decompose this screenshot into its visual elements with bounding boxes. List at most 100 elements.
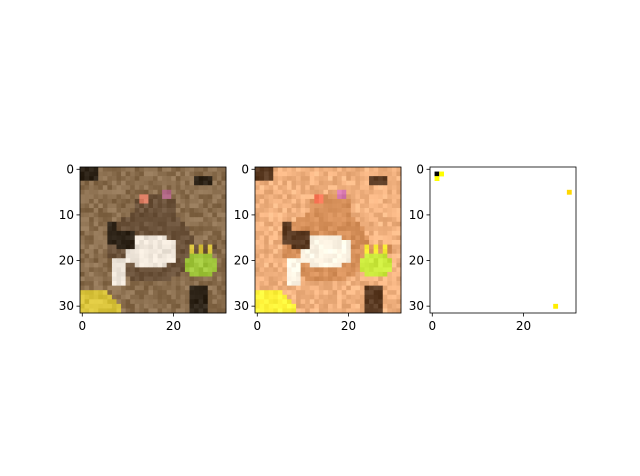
image-pixel: [328, 212, 333, 218]
image-pixel: [259, 281, 265, 286]
image-pixel: [305, 281, 311, 286]
image-pixel: [328, 271, 333, 277]
image-pixel: [194, 221, 199, 227]
image-pixel: [98, 281, 104, 286]
image-pixel: [166, 208, 172, 213]
image-pixel: [346, 198, 352, 204]
image-pixel: [221, 281, 227, 286]
image-pixel: [125, 244, 131, 250]
image-pixel: [350, 230, 356, 236]
image-pixel: [221, 235, 227, 241]
image-pixel: [337, 194, 343, 200]
image-pixel: [382, 294, 388, 300]
image-pixel: [111, 203, 117, 209]
image-pixel: [130, 217, 136, 223]
image-pixel: [332, 276, 338, 282]
image-pixel: [189, 167, 195, 172]
image-pixel: [157, 294, 163, 300]
image-pixel: [396, 235, 402, 241]
image-pixel: [387, 212, 393, 218]
image-pixel: [125, 290, 131, 296]
image-pixel: [84, 258, 90, 264]
image-pixel: [93, 290, 99, 296]
image-pixel: [286, 171, 292, 177]
image-pixel: [286, 258, 292, 264]
image-pixel: [369, 230, 374, 236]
image-pixel: [130, 308, 136, 314]
image-pixel: [80, 276, 85, 282]
image-pixel: [305, 303, 311, 309]
image-pixel: [171, 240, 177, 245]
image-pixel: [175, 267, 181, 273]
image-pixel: [350, 198, 356, 204]
image-pixel: [300, 281, 306, 286]
image-pixel: [369, 212, 374, 218]
image-pixel: [189, 235, 195, 241]
image-pixel: [337, 299, 343, 305]
image-pixel: [382, 180, 388, 186]
image-pixel: [107, 271, 113, 277]
image-pixel: [359, 235, 365, 241]
image-pixel: [396, 217, 402, 223]
image-pixel: [89, 299, 95, 305]
image-pixel: [364, 303, 370, 309]
image-pixel: [314, 167, 320, 172]
image-pixel: [116, 271, 122, 277]
image-pixel: [341, 208, 347, 213]
image-pixel: [203, 249, 209, 255]
image-pixel: [143, 176, 149, 182]
image-pixel: [216, 308, 222, 314]
image-pixel: [166, 189, 172, 195]
image-pixel: [80, 185, 85, 191]
image-pixel: [286, 208, 292, 213]
image-pixel: [309, 285, 315, 291]
image-pixel: [255, 171, 260, 177]
image-pixel: [332, 212, 338, 218]
image-pixel: [153, 240, 158, 245]
image-pixel: [255, 262, 260, 268]
image-pixel: [273, 244, 279, 250]
image-pixel: [286, 203, 292, 209]
image-pixel: [212, 267, 218, 273]
image-pixel: [332, 167, 338, 172]
image-pixel: [111, 221, 117, 227]
image-pixel: [346, 221, 352, 227]
image-pixel: [282, 271, 288, 277]
image-pixel: [102, 267, 108, 273]
image-pixel: [350, 290, 356, 296]
image-pixel: [194, 244, 199, 250]
image-pixel: [116, 167, 122, 172]
image-pixel: [121, 308, 126, 314]
image-pixel: [162, 258, 168, 264]
image-pixel: [166, 249, 172, 255]
image-pixel: [318, 221, 324, 227]
image-pixel: [364, 167, 370, 172]
image-pixel: [332, 240, 338, 245]
image-pixel: [346, 290, 352, 296]
image-pixel: [378, 308, 384, 314]
image-pixel: [107, 303, 113, 309]
image-pixel: [89, 212, 95, 218]
image-pixel: [296, 290, 301, 296]
image-pixel: [89, 303, 95, 309]
image-pixel: [268, 262, 274, 268]
image-pixel: [328, 185, 333, 191]
image-pixel: [184, 212, 190, 218]
image-pixel: [162, 299, 168, 305]
image-pixel: [125, 208, 131, 213]
image-pixel: [148, 230, 154, 236]
image-pixel: [139, 226, 145, 232]
image-pixel: [318, 276, 324, 282]
image-pixel: [166, 299, 172, 305]
image-pixel: [268, 189, 274, 195]
image-pixel: [89, 294, 95, 300]
image-pixel: [134, 185, 140, 191]
image-pixel: [382, 203, 388, 209]
image-pixel: [286, 226, 292, 232]
image-pixel: [207, 189, 213, 195]
image-pixel: [346, 262, 352, 268]
image-pixel: [318, 262, 324, 268]
image-pixel: [341, 290, 347, 296]
image-pixel: [102, 285, 108, 291]
image-pixel: [291, 249, 297, 255]
